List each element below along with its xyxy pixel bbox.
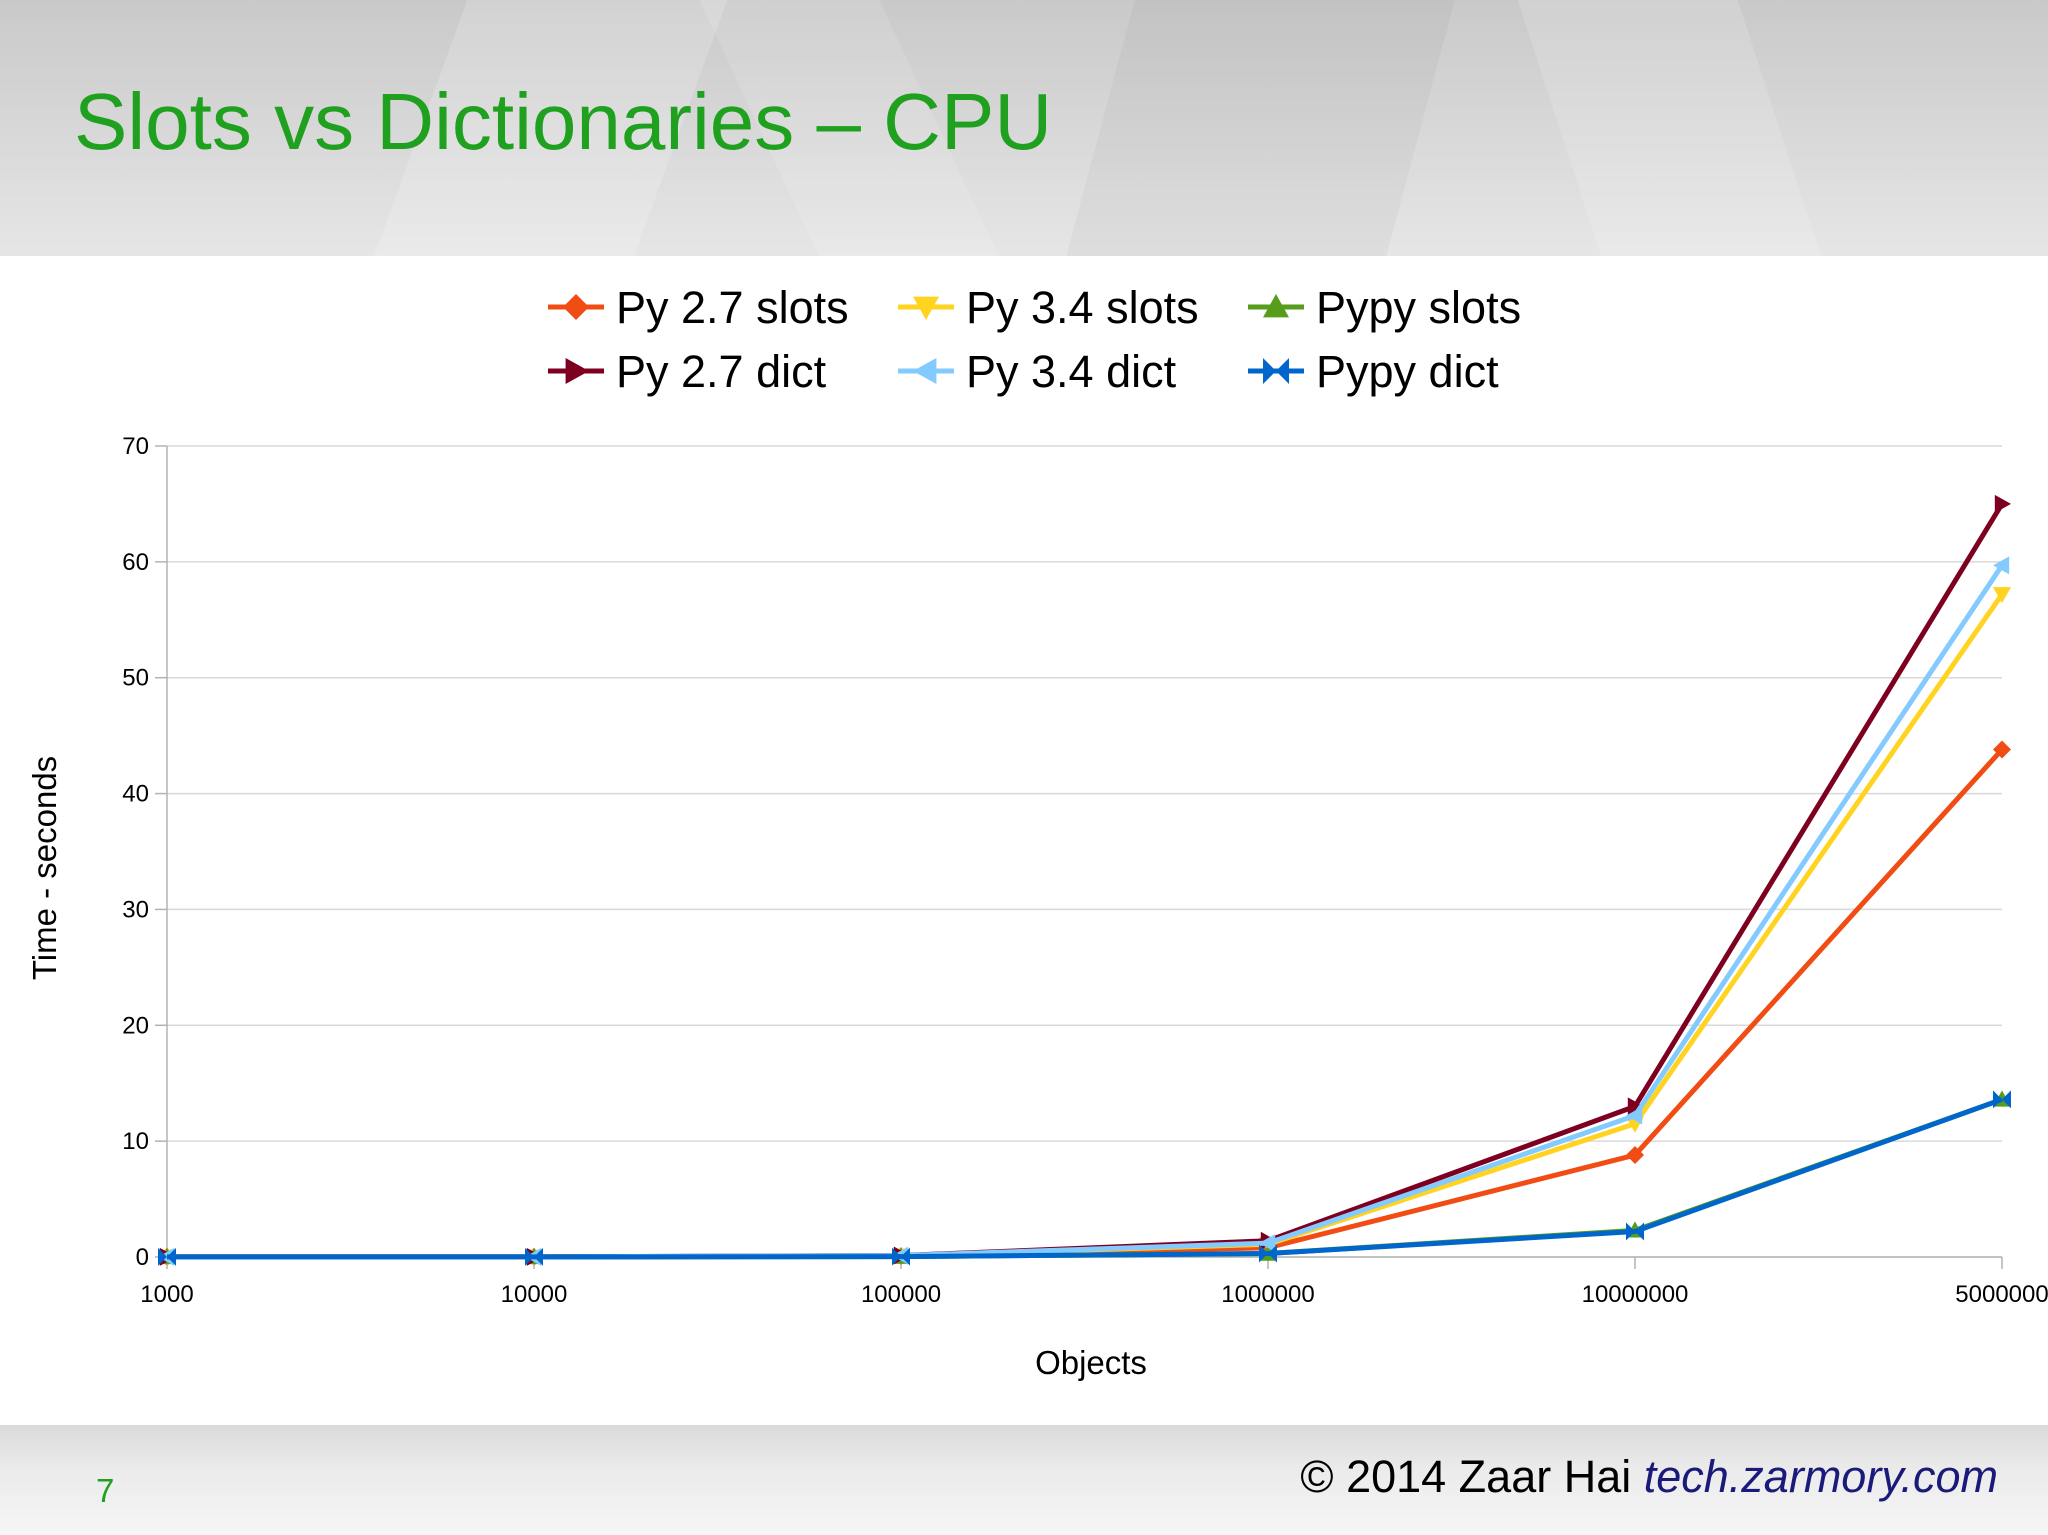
data-point	[1994, 494, 2011, 513]
legend-label: Py 3.4 slots	[966, 282, 1199, 333]
line-chart: Py 2.7 slots Py 3.4 slots Pypy slots Py 2.7…	[26, 282, 2048, 1381]
copyright-text: © 2014 Zaar Hai	[1300, 1451, 1632, 1502]
slide-title: Slots vs Dictionaries – CPU	[74, 77, 1053, 166]
y-tick-label: 70	[122, 433, 149, 460]
legend-marker-swatch	[563, 294, 589, 320]
data-point	[1993, 1090, 2011, 1109]
data-point	[1626, 1106, 1643, 1125]
series-py-2-7-dict	[159, 494, 2011, 1266]
x-axis-ticks: 1000 10000 100000 1000000 10000000 5000000	[140, 1257, 2048, 1308]
data-point	[1993, 587, 2011, 604]
x-tick-label: 1000	[140, 1281, 193, 1308]
gridlines	[166, 445, 2002, 1258]
legend-item: Py 2.7 dict	[548, 346, 827, 397]
series-line	[167, 1097, 2003, 1260]
series-line	[167, 1097, 2003, 1260]
data-point	[1993, 556, 2010, 575]
series-pypy-slots	[158, 1090, 2011, 1265]
y-tick-label: 40	[122, 781, 149, 808]
y-tick-label: 10	[122, 1128, 149, 1155]
series-line	[167, 592, 2005, 1260]
legend-label: Py 2.7 slots	[616, 282, 849, 333]
legend-marker-swatch	[1263, 294, 1289, 318]
legend-label: Py 2.7 dict	[616, 346, 827, 397]
data-point	[1626, 1222, 1644, 1241]
data-point	[892, 1247, 910, 1266]
x-tick-label: 10000000	[1582, 1281, 1689, 1308]
data-point	[1259, 1234, 1276, 1253]
series-lines	[158, 494, 2011, 1266]
data-point	[158, 1247, 176, 1266]
x-tick-label: 10000	[501, 1281, 568, 1308]
legend-label: Pypy slots	[1316, 282, 1521, 333]
x-tick-label: 5000000	[1955, 1281, 2048, 1308]
legend-label: Pypy dict	[1316, 346, 1499, 397]
legend-marker-swatch	[913, 358, 937, 384]
legend-item: Pypy slots	[1248, 282, 1521, 333]
series-py-2-7-slots	[158, 740, 2011, 1266]
series-line	[167, 747, 2004, 1260]
y-tick-label: 60	[122, 549, 149, 576]
data-point	[525, 1247, 543, 1266]
y-tick-label: 20	[122, 1012, 149, 1039]
legend-marker-swatch	[565, 358, 589, 384]
x-tick-label: 100000	[861, 1281, 941, 1308]
legend-marker-swatch	[913, 296, 939, 320]
series-py-3-4-slots	[158, 587, 2011, 1266]
y-axis-label: Time - seconds	[26, 756, 63, 980]
header-band	[0, 0, 2048, 256]
series-line	[167, 502, 2005, 1260]
series-pypy-dict	[158, 1090, 2011, 1266]
y-tick-label: 0	[136, 1244, 149, 1271]
y-tick-label: 30	[122, 896, 149, 923]
legend-item: Py 3.4 slots	[898, 282, 1199, 333]
data-point	[1259, 1244, 1277, 1263]
chart-legend: Py 2.7 slots Py 3.4 slots Pypy slots Py 2.7…	[548, 282, 1521, 397]
copyright-site-link[interactable]: tech.zarmory.com	[1643, 1451, 1998, 1502]
data-point	[1627, 1097, 1644, 1116]
copyright-notice: © 2014 Zaar Hai tech.zarmory.com	[1300, 1451, 1998, 1503]
data-point	[1626, 1146, 1644, 1165]
page-number: 7	[96, 1472, 115, 1509]
series-py-3-4-dict	[158, 556, 2010, 1266]
legend-item: Py 2.7 slots	[548, 282, 849, 333]
x-tick-label: 1000000	[1221, 1281, 1314, 1308]
legend-item: Pypy dict	[1248, 346, 1499, 397]
x-axis-label: Objects	[1035, 1344, 1147, 1381]
data-point	[1993, 740, 2011, 759]
legend-marker-swatch	[1263, 358, 1289, 384]
legend-label: Py 3.4 dict	[966, 346, 1177, 397]
legend-item: Py 3.4 dict	[898, 346, 1177, 397]
footer-band	[0, 1425, 2048, 1535]
y-tick-label: 50	[122, 665, 149, 692]
y-axis-ticks: 0 10 20 30 40 50 60 70	[122, 433, 167, 1271]
series-line	[167, 563, 2005, 1260]
